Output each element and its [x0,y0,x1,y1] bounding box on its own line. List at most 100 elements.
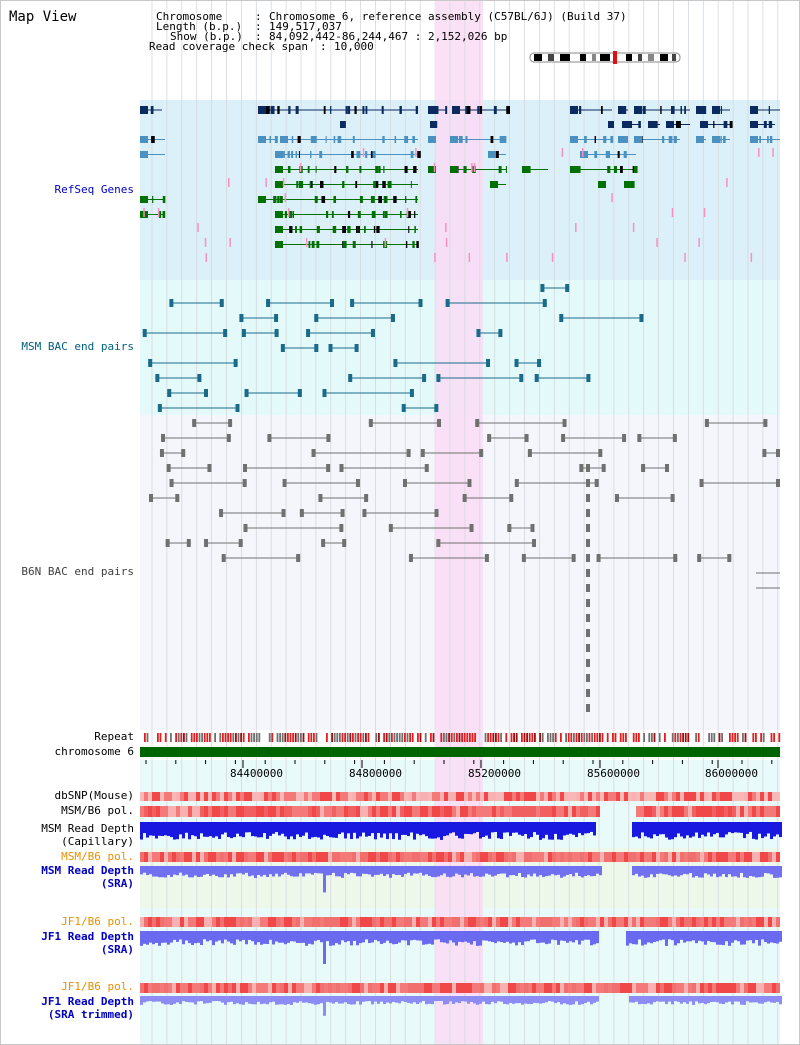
read-depth-bar [416,822,419,834]
axis-tick-label: 84400000 [230,767,283,780]
polymorphism-cell [288,792,292,801]
polymorphism-cell [388,983,392,993]
polymorphism-cell [276,852,280,862]
refseq-mark [205,253,207,262]
polymorphism-cell [328,806,332,817]
polymorphism-cell [168,792,172,801]
polymorphism-cell [500,806,504,817]
gene-exon [696,106,704,114]
read-depth-bar [431,866,434,878]
msm-bac-pair-end [519,374,524,382]
read-depth-bar [260,866,263,877]
read-depth-bar [572,996,575,1005]
polymorphism-cell [684,806,688,817]
read-depth-bar [737,996,740,1002]
read-depth-bar [269,866,272,875]
repeat-mark [227,733,229,742]
polymorphism-cell [256,852,260,862]
read-depth-bar [269,822,272,836]
refseq-genes-label[interactable]: RefSeq Genes [54,183,134,196]
polymorphism-cell [352,792,356,801]
repeat-mark [232,733,235,742]
repeat-mark [170,733,172,742]
repeat-mark [206,733,209,742]
msm-bac-end-pairs-label[interactable]: MSM BAC end pairs [21,340,134,353]
read-depth-bar [560,996,563,1005]
polymorphism-cell [708,852,712,862]
gene-exon [314,196,318,203]
gene-exon [499,136,504,143]
gene-exon [269,136,272,143]
polymorphism-cell [464,983,468,993]
gene-exon [162,211,166,218]
read-depth-bar [314,931,317,941]
read-depth-bar [545,866,548,877]
read-depth-bar [689,931,692,942]
polymorphism-cell [348,917,352,927]
msm-bac-pair-end [148,359,153,367]
repeat-mark [378,733,380,742]
polymorphism-cell [340,852,344,862]
gene-exon [413,166,417,173]
repeat-mark [695,733,697,742]
msm-bac-pair-end [540,284,545,292]
msm-bac-pair-end [565,284,570,292]
read-depth-bar [182,931,185,945]
repeat-mark [606,733,609,742]
repeat-mark [510,733,513,742]
polymorphism-cell [160,917,164,927]
read-depth-bar [404,866,407,875]
read-depth-bar [545,822,548,835]
polymorphism-cell [408,806,412,817]
refseq-mark [656,238,658,247]
read-depth-bar [227,866,230,878]
read-depth-bar [716,996,719,1003]
polymorphism-cell [304,806,308,817]
read-depth-bar [149,822,152,836]
b6n-bac-pair-end [175,494,180,502]
gene-exon [287,151,290,158]
b6n-bac-pair-end [243,464,248,472]
polymorphism-cell [628,917,632,927]
repeat-mark [341,733,344,742]
read-depth-bar [368,822,371,836]
read-depth-bar [695,996,698,1002]
polymorphism-cell [344,983,348,993]
polymorphism-cell [264,917,268,927]
b6n-bac-end-pairs-label[interactable]: B6N BAC end pairs [21,565,134,578]
polymorphism-cell [232,792,236,801]
read-depth-bar [467,931,470,943]
read-depth-bar [278,931,281,943]
highlight-region [436,0,483,1045]
repeat-mark [224,733,227,742]
read-depth-bar [164,866,167,878]
gene-exon [580,151,588,158]
msm-bac-pair-end [297,389,302,397]
msm-bac-pair-end [586,374,591,382]
read-depth-bar [152,866,155,877]
b6n-bac-pair-end [699,479,704,487]
read-depth-bar [770,996,773,1003]
read-depth-bar [764,822,767,837]
polymorphism-cell [496,917,500,927]
polymorphism-cell [736,852,740,862]
gene-exon [364,226,366,233]
polymorphism-cell [720,852,724,862]
polymorphism-cell [296,917,300,927]
gene-exon [283,151,285,158]
polymorphism-cell [572,806,576,817]
read-depth-bar [218,822,221,839]
polymorphism-cell [648,983,652,993]
read-depth-bar [299,931,302,943]
gene-exon [288,106,291,114]
repeat-mark [346,733,349,742]
read-depth-bar [224,996,227,1005]
msm-bac-pair-end [434,404,439,412]
repeat-mark [612,733,614,742]
jf1-read-depth-trimmed-sub: (SRA trimmed) [47,1008,134,1021]
polymorphism-cell [416,852,420,862]
repeat-mark [622,733,625,742]
b6n-bac-pair-end [181,449,186,457]
read-depth-bar [680,822,683,837]
polymorphism-cell [372,983,376,993]
